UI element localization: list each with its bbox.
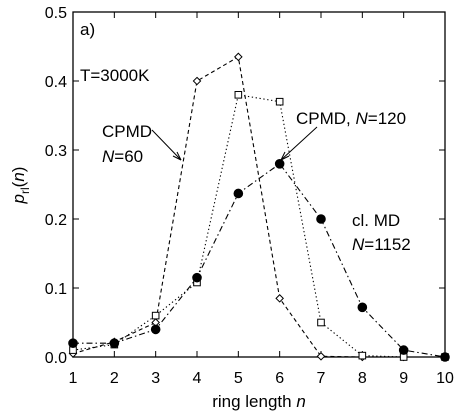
x-tick-label: 8 xyxy=(358,370,367,387)
data-point xyxy=(274,159,285,169)
x-tick-label: 3 xyxy=(151,370,160,387)
temperature-label: T=3000K xyxy=(80,66,150,85)
x-tick-labels: 1 2 3 4 5 6 7 8 9 10 xyxy=(69,370,454,387)
panel-label: a) xyxy=(80,20,95,39)
plot-frame xyxy=(72,11,446,358)
data-point xyxy=(234,52,243,62)
arrow-cpmd60-head xyxy=(172,151,182,161)
cpmd60-label-line2: N=60 xyxy=(102,147,143,166)
annotation-arrows xyxy=(151,126,318,161)
y-tick-label: 0.0 xyxy=(45,350,67,367)
cpmd60-label-line1: CPMD xyxy=(102,122,152,141)
y-tick-label: 0.2 xyxy=(45,212,67,229)
data-point xyxy=(234,91,243,99)
y-tick-label: 0.3 xyxy=(45,143,67,160)
data-point xyxy=(68,338,78,349)
data-point xyxy=(192,272,202,283)
series-line xyxy=(72,94,445,358)
data-point xyxy=(150,324,161,335)
data-point xyxy=(358,351,367,360)
data-point xyxy=(192,76,202,86)
y-tick-label: 0.1 xyxy=(45,281,67,298)
clmd-label-line2: N=1152 xyxy=(352,235,411,254)
x-tick-label: 4 xyxy=(193,370,202,387)
series-1 xyxy=(68,52,450,362)
x-tick-label: 5 xyxy=(234,370,243,387)
x-tick-label: 10 xyxy=(436,370,454,387)
data-point xyxy=(275,97,284,106)
series-line xyxy=(73,163,446,358)
y-tick-labels: 0.0 0.1 0.2 0.3 0.4 0.5 xyxy=(45,5,67,367)
y-axis-label: prl(n) xyxy=(9,167,32,205)
axis-ticks xyxy=(72,11,446,358)
data-point xyxy=(109,338,120,349)
series-layer xyxy=(68,52,450,362)
data-point xyxy=(440,352,450,362)
data-point xyxy=(275,294,284,303)
arrow-cpmd120 xyxy=(280,126,318,161)
y-tick-label: 0.5 xyxy=(45,5,67,22)
data-point xyxy=(357,302,368,313)
x-tick-label: 6 xyxy=(275,370,284,387)
cpmd120-label: CPMD, N=120 xyxy=(296,109,406,128)
x-tick-label: 7 xyxy=(317,370,326,387)
arrow-cpmd60 xyxy=(151,129,182,161)
y-tick-label: 0.4 xyxy=(45,74,67,91)
data-point xyxy=(398,345,409,355)
arrow-cpmd120-head xyxy=(280,151,290,161)
series-line xyxy=(72,56,445,358)
data-point xyxy=(233,188,244,199)
data-point xyxy=(316,214,326,224)
x-tick-label: 9 xyxy=(399,370,408,387)
x-axis-label: ring length n xyxy=(212,392,306,411)
x-tick-label: 2 xyxy=(110,370,119,387)
data-point xyxy=(317,318,325,327)
series-3 xyxy=(68,159,450,362)
x-tick-label: 1 xyxy=(69,370,78,387)
clmd-label-line1: cl. MD xyxy=(352,211,400,230)
data-point xyxy=(316,352,326,361)
data-point xyxy=(151,311,160,320)
